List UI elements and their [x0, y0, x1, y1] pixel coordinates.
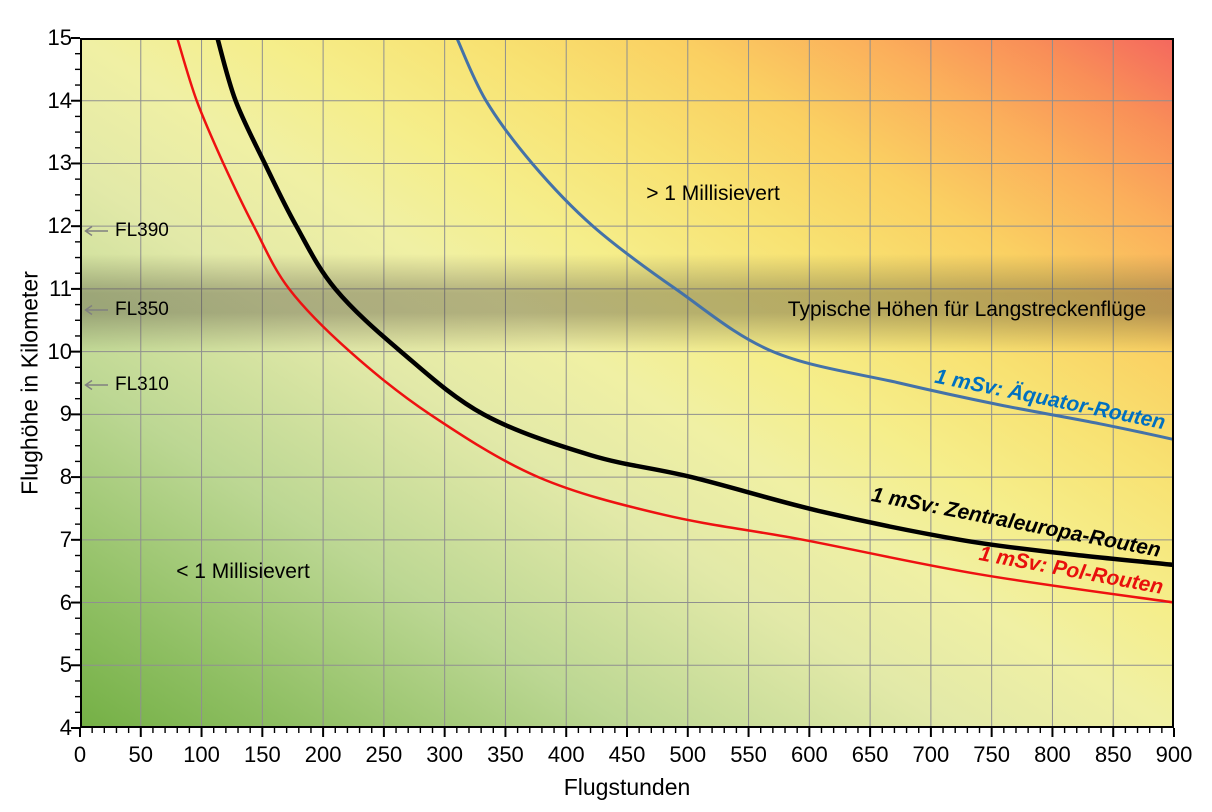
x-tick-label: 400	[547, 742, 585, 767]
y-tick-label: 14	[47, 87, 72, 113]
x-tick-label: 0	[73, 742, 87, 767]
y-tick-label: 6	[59, 589, 72, 615]
x-tick-label: 650	[851, 742, 889, 767]
x-tick-label: 600	[790, 742, 828, 767]
y-tick-label: 10	[47, 338, 72, 364]
y-tick-label: 8	[59, 464, 72, 490]
x-tick-label: 450	[608, 742, 646, 767]
y-axis-title: Flughöhe in Kilometer	[16, 271, 43, 495]
y-tick-label: 9	[59, 401, 72, 427]
y-tick-label: 5	[59, 652, 72, 678]
dose-curve-0	[175, 38, 1174, 604]
x-axis-title: Flugstunden	[563, 774, 691, 800]
x-tick-label: 150	[243, 742, 281, 767]
x-tick-label: 200	[304, 742, 342, 767]
x-tick-label: 800	[1034, 742, 1071, 767]
x-tick-label: 850	[1094, 742, 1132, 767]
y-tick-label: 12	[47, 213, 72, 239]
annotation-band-label: Typische Höhen für Langstreckenflüge	[787, 298, 1147, 321]
y-tick-label: 15	[47, 25, 72, 50]
annotation-below-1msv: < 1 Millisievert	[176, 560, 310, 583]
x-tick-label: 750	[973, 742, 1011, 767]
y-tick-label: 11	[49, 275, 72, 301]
x-tick-label: 900	[1155, 742, 1193, 767]
flight-level-label: FL390	[115, 220, 169, 241]
y-tick-label: 7	[59, 526, 72, 552]
flight-level-fl390: FL390	[83, 218, 169, 244]
x-tick-label: 550	[730, 742, 767, 767]
flight-level-label: FL350	[115, 299, 169, 320]
left-arrow-icon	[84, 304, 108, 316]
x-tick-label: 50	[128, 742, 153, 767]
x-tick-label: 300	[426, 742, 464, 767]
dose-curves	[80, 38, 1174, 728]
dose-curve-1	[215, 38, 1174, 568]
flight-level-label: FL310	[115, 374, 169, 395]
x-tick-label: 100	[183, 742, 220, 767]
x-tick-label: 700	[912, 742, 950, 767]
x-tick-label: 500	[669, 742, 707, 767]
flight-level-fl310: FL310	[83, 372, 169, 398]
y-tick-label: 13	[47, 150, 72, 176]
x-tick-label: 350	[487, 742, 524, 767]
dose-curve-2	[455, 38, 1174, 441]
x-tick-label: 250	[365, 742, 403, 767]
left-arrow-icon	[84, 225, 108, 237]
annotation-above-1msv: > 1 Millisievert	[646, 182, 780, 205]
flight-level-fl350: FL350	[83, 297, 169, 323]
y-tick-label: 4	[59, 715, 72, 740]
gridlines	[80, 38, 1174, 728]
left-arrow-icon	[84, 379, 108, 391]
